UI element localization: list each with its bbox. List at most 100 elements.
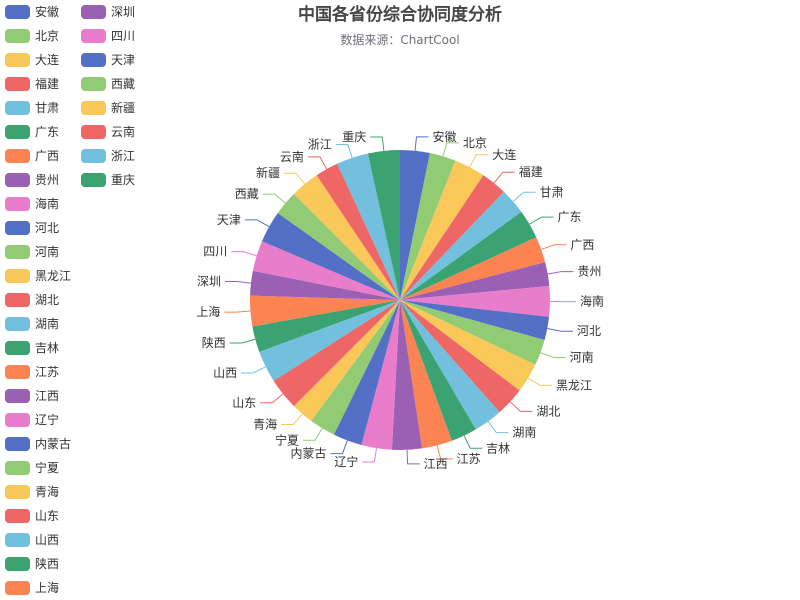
legend-item[interactable]: 广西 bbox=[5, 149, 59, 163]
legend-swatch bbox=[5, 197, 30, 211]
pie-slice[interactable] bbox=[400, 300, 520, 413]
pie-slice[interactable] bbox=[361, 300, 400, 450]
pie-label: 上海 bbox=[196, 304, 251, 319]
legend-swatch bbox=[5, 365, 30, 379]
legend-label: 湖北 bbox=[35, 292, 59, 307]
legend-item[interactable]: 浙江 bbox=[81, 149, 135, 163]
pie-slice[interactable] bbox=[400, 160, 484, 300]
legend-item[interactable]: 上海 bbox=[5, 580, 59, 595]
legend-label: 河南 bbox=[35, 244, 59, 259]
legend-item[interactable]: 西藏 bbox=[81, 77, 135, 91]
legend-item[interactable]: 江苏 bbox=[5, 365, 59, 379]
pie-label: 宁夏 bbox=[275, 428, 323, 447]
legend-label: 浙江 bbox=[111, 149, 135, 163]
legend-swatch bbox=[5, 269, 30, 283]
legend-item[interactable]: 黑龙江 bbox=[5, 269, 71, 283]
legend-item[interactable]: 新疆 bbox=[81, 100, 135, 115]
legend-item[interactable]: 甘肃 bbox=[5, 101, 59, 115]
label-line bbox=[335, 144, 353, 158]
legend-item[interactable]: 天津 bbox=[81, 53, 135, 67]
pie-slice[interactable] bbox=[400, 300, 500, 430]
pie-slice[interactable] bbox=[250, 270, 400, 300]
legend-item[interactable]: 河北 bbox=[5, 221, 59, 235]
slice-label: 湖北 bbox=[536, 403, 560, 418]
pie-slice[interactable] bbox=[400, 300, 545, 365]
pie-label: 天津 bbox=[217, 213, 270, 228]
label-line bbox=[281, 413, 303, 425]
pie-slice[interactable] bbox=[391, 300, 423, 450]
pie-slice[interactable] bbox=[400, 286, 550, 317]
pie-slice[interactable] bbox=[273, 300, 400, 407]
legend-item[interactable]: 湖南 bbox=[5, 316, 59, 331]
pie-slice[interactable] bbox=[311, 300, 400, 435]
pie-slice[interactable] bbox=[400, 175, 504, 300]
legend-item[interactable]: 江西 bbox=[5, 389, 59, 403]
legend-item[interactable]: 贵州 bbox=[5, 173, 59, 187]
pie-slice[interactable] bbox=[400, 300, 536, 391]
legend-item[interactable]: 海南 bbox=[5, 196, 59, 211]
legend-item[interactable]: 辽宁 bbox=[5, 412, 59, 427]
pie-slice[interactable] bbox=[259, 300, 400, 381]
slice-label: 安徽 bbox=[432, 129, 456, 144]
pie-slice[interactable] bbox=[400, 150, 430, 300]
legend-swatch bbox=[81, 53, 106, 67]
label-line bbox=[527, 377, 553, 386]
legend-item[interactable]: 重庆 bbox=[81, 173, 135, 187]
pie-label: 广东 bbox=[529, 210, 582, 225]
pie-slice[interactable] bbox=[293, 175, 400, 300]
legend-item[interactable]: 宁夏 bbox=[5, 460, 59, 475]
legend-item[interactable]: 安徽 bbox=[5, 4, 59, 19]
legend-item[interactable]: 大连 bbox=[5, 52, 59, 67]
legend-swatch bbox=[5, 125, 30, 139]
legend-item[interactable]: 河南 bbox=[5, 244, 59, 259]
pie-slice[interactable] bbox=[333, 300, 400, 445]
legend-label: 新疆 bbox=[111, 100, 135, 115]
legend-item[interactable]: 吉林 bbox=[5, 341, 59, 355]
pie-slice[interactable] bbox=[252, 300, 400, 352]
label-line bbox=[547, 328, 574, 332]
legend-item[interactable]: 青海 bbox=[5, 484, 59, 499]
legend-item[interactable]: 北京 bbox=[5, 29, 59, 43]
label-line bbox=[307, 156, 328, 170]
legend-item[interactable]: 深圳 bbox=[81, 5, 135, 19]
legend-item[interactable]: 内蒙古 bbox=[5, 436, 71, 451]
pie-slice[interactable] bbox=[400, 237, 546, 300]
legend-item[interactable]: 云南 bbox=[81, 124, 135, 139]
pie-label: 湖北 bbox=[509, 401, 560, 418]
legend-item[interactable]: 广东 bbox=[5, 125, 59, 139]
legend-label: 河北 bbox=[35, 221, 59, 235]
legend-item[interactable]: 山西 bbox=[5, 533, 59, 547]
pie-label: 贵州 bbox=[547, 265, 602, 279]
pie-slice[interactable] bbox=[400, 191, 522, 300]
label-line bbox=[487, 421, 509, 434]
pie-slice[interactable] bbox=[277, 193, 400, 300]
legend-label: 山东 bbox=[35, 509, 59, 523]
pie-slice[interactable] bbox=[400, 153, 456, 300]
legend-label: 宁夏 bbox=[35, 460, 59, 475]
pie-slice[interactable] bbox=[337, 153, 400, 300]
pie-label: 新疆 bbox=[256, 165, 306, 185]
pie-slice[interactable] bbox=[367, 150, 400, 300]
pie-slice[interactable] bbox=[316, 163, 400, 300]
pie-slice[interactable] bbox=[293, 300, 400, 421]
pie-label: 内蒙古 bbox=[290, 440, 348, 461]
slice-label: 福建 bbox=[519, 164, 543, 179]
legend-label: 安徽 bbox=[35, 4, 59, 19]
pie-slice[interactable] bbox=[250, 295, 400, 327]
pie-slice[interactable] bbox=[400, 300, 476, 441]
pie-slice[interactable] bbox=[400, 262, 550, 300]
label-line bbox=[540, 352, 566, 359]
slice-label: 河北 bbox=[577, 324, 601, 338]
legend-item[interactable]: 陕西 bbox=[5, 556, 59, 571]
legend-item[interactable]: 山东 bbox=[5, 509, 59, 523]
legend-item[interactable]: 湖北 bbox=[5, 292, 59, 307]
legend-item[interactable]: 福建 bbox=[5, 76, 59, 91]
pie-slice[interactable] bbox=[261, 213, 400, 300]
pie-slice[interactable] bbox=[400, 300, 452, 449]
legend-item[interactable]: 四川 bbox=[81, 29, 135, 43]
pie-slice[interactable] bbox=[400, 211, 537, 300]
pie-slice[interactable] bbox=[252, 241, 400, 300]
pie-slice[interactable] bbox=[400, 300, 550, 341]
legend-label: 广东 bbox=[35, 125, 59, 139]
